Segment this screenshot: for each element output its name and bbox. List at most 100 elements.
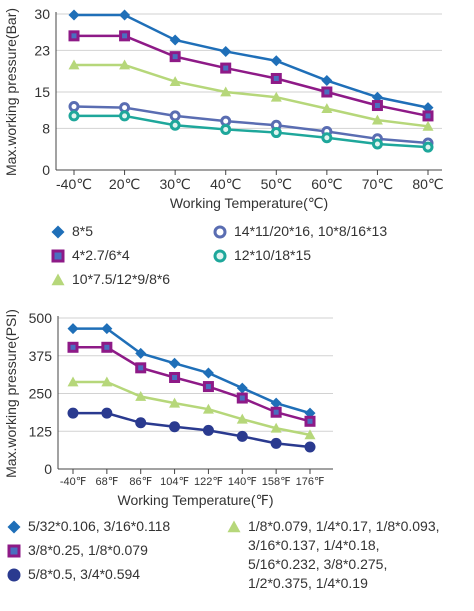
legend-label: 1/8*0.079, 1/4*0.17, 1/8*0.093, 3/16*0.1… bbox=[248, 518, 440, 591]
square-marker-icon bbox=[51, 249, 65, 263]
data-point bbox=[321, 103, 333, 114]
data-point bbox=[68, 30, 80, 42]
legend-marker bbox=[51, 225, 65, 239]
series-4 bbox=[68, 101, 434, 149]
diamond-marker-icon bbox=[51, 225, 65, 239]
data-point bbox=[101, 323, 113, 335]
series-1 bbox=[67, 323, 316, 419]
legend-item: 1/8*0.079, 1/4*0.17, 1/8*0.093, 3/16*0.1… bbox=[226, 517, 440, 593]
legend-marker bbox=[51, 273, 65, 286]
x-tick-label: 86℉ bbox=[129, 476, 152, 488]
data-point bbox=[68, 101, 80, 113]
data-point bbox=[236, 392, 248, 404]
data-point bbox=[220, 45, 232, 57]
data-point bbox=[422, 102, 434, 114]
data-point bbox=[202, 381, 214, 393]
data-point bbox=[321, 75, 333, 87]
legend-marker bbox=[213, 249, 227, 263]
legend-label: 8*5 bbox=[72, 223, 94, 239]
data-point bbox=[236, 382, 248, 394]
y-tick-label: 8 bbox=[42, 120, 50, 136]
circle-marker-icon bbox=[213, 225, 227, 239]
legend-label: 3/8*0.25, 1/8*0.079 bbox=[28, 542, 148, 558]
data-point bbox=[135, 417, 147, 429]
x-tick-label: 50℃ bbox=[261, 176, 292, 192]
series-line bbox=[74, 13, 429, 109]
data-point bbox=[270, 406, 282, 418]
circle-marker-icon bbox=[213, 249, 227, 263]
data-point bbox=[422, 110, 434, 122]
data-point bbox=[101, 341, 113, 353]
legend-marker bbox=[7, 544, 21, 558]
bar-pressure-chart: 0 8 15 23 30 -40℃ 20℃ 30℃ 40℃ 50℃ 60℃ 70℃ 80℃ Working… bbox=[3, 6, 444, 211]
square-marker-icon bbox=[7, 544, 21, 558]
data-point bbox=[220, 123, 232, 135]
data-point bbox=[270, 72, 282, 84]
x-tick-label: -40℃ bbox=[56, 176, 92, 192]
data-point bbox=[202, 403, 214, 414]
y-tick-label: 250 bbox=[29, 386, 53, 402]
x-tick-label: -40℉ bbox=[60, 476, 86, 488]
diamond-marker-icon bbox=[7, 520, 21, 534]
data-point bbox=[422, 120, 434, 131]
data-point bbox=[236, 430, 248, 442]
psi-pressure-chart: 0 125 250 375 500 -40℉ 68℉ 86℉ 104℉ 122℉ 140℉ 158℉ 1… bbox=[3, 309, 333, 508]
data-point bbox=[67, 407, 79, 419]
data-point bbox=[119, 9, 131, 21]
series-line bbox=[73, 411, 311, 449]
data-point bbox=[371, 91, 383, 103]
data-point bbox=[371, 100, 383, 112]
data-point bbox=[270, 55, 282, 67]
data-point bbox=[304, 407, 316, 419]
y-tick-label: 125 bbox=[29, 423, 53, 439]
legend-item: 5/8*0.5, 3/4*0.594 bbox=[6, 565, 140, 584]
x-tick-label: 176℉ bbox=[296, 476, 325, 488]
data-point bbox=[236, 413, 248, 424]
series-4 bbox=[67, 407, 316, 453]
y-tick-label: 30 bbox=[34, 6, 50, 22]
series-line bbox=[73, 327, 311, 415]
y-tick-label: 15 bbox=[34, 84, 50, 100]
legend-marker bbox=[7, 520, 21, 534]
y-tick-label: 375 bbox=[29, 348, 53, 364]
series-2 bbox=[68, 30, 434, 122]
data-point bbox=[67, 376, 79, 387]
data-point bbox=[220, 62, 232, 74]
data-point bbox=[270, 437, 282, 449]
series-line bbox=[73, 346, 311, 423]
data-point bbox=[422, 141, 434, 153]
data-point bbox=[270, 397, 282, 409]
data-point bbox=[68, 9, 80, 21]
series-5 bbox=[68, 110, 434, 153]
y-tick-label: 0 bbox=[42, 162, 50, 178]
data-point bbox=[101, 407, 113, 419]
series-line bbox=[74, 114, 429, 149]
x-tick-label: 80℃ bbox=[412, 176, 443, 192]
y-tick-label: 23 bbox=[34, 42, 50, 58]
series-3 bbox=[67, 376, 316, 440]
data-point bbox=[220, 115, 232, 127]
series-3 bbox=[68, 59, 434, 131]
data-point bbox=[304, 415, 316, 427]
triangle-marker-icon bbox=[227, 520, 241, 533]
data-point bbox=[169, 76, 181, 86]
data-point bbox=[67, 323, 79, 335]
data-point bbox=[169, 34, 181, 46]
x-tick-label: 68℉ bbox=[95, 476, 118, 488]
legend-label: 5/8*0.5, 3/4*0.594 bbox=[28, 566, 141, 582]
legend-item: 5/32*0.106, 3/16*0.118 bbox=[6, 517, 170, 536]
series-line bbox=[73, 105, 429, 145]
y-axis-title: Max.working pressure(Bar) bbox=[3, 8, 19, 176]
y-tick-label: 500 bbox=[29, 310, 53, 326]
legend-label: 14*11/20*16, 10*8/16*13 bbox=[234, 223, 388, 239]
data-point bbox=[119, 59, 131, 70]
series-line bbox=[74, 34, 429, 118]
series-1 bbox=[68, 9, 434, 114]
data-point bbox=[68, 59, 80, 70]
legend-item: 3/8*0.25, 1/8*0.079 bbox=[6, 541, 148, 560]
data-point bbox=[135, 347, 147, 359]
data-point bbox=[101, 376, 113, 387]
x-tick-label: 60℃ bbox=[311, 176, 342, 192]
data-point bbox=[304, 429, 316, 440]
legend-label: 4*2.7/6*4 bbox=[72, 247, 130, 263]
